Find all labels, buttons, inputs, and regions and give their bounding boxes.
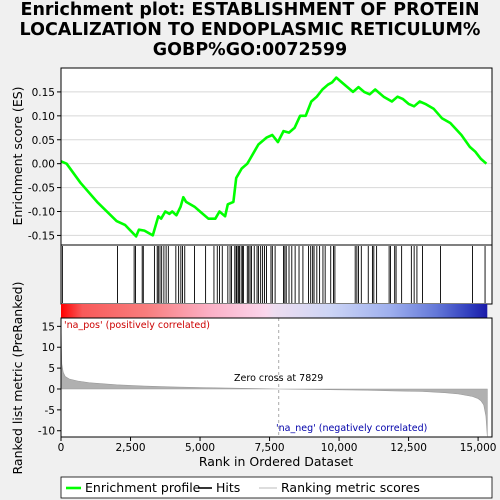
metric-y-tick-label: 10 — [42, 342, 55, 354]
metric-y-tick-label: 0 — [48, 384, 55, 396]
title-line-2: LOCALIZATION TO ENDOPLASMIC RETICULUM% — [19, 20, 481, 40]
legend-hits: Hits — [216, 480, 240, 495]
es-y-tick-label: 0.00 — [32, 159, 55, 171]
pos-label: 'na_pos' (positively correlated) — [64, 320, 210, 331]
chart-title: Enrichment plot: ESTABLISHMENT OF PROTEI… — [0, 0, 500, 60]
es-y-axis-label: Enrichment score (ES) — [10, 86, 25, 225]
legend-enrichment: Enrichment profile — [85, 480, 201, 495]
x-tick-label: 12,500 — [390, 442, 427, 454]
metric-y-tick-label: -5 — [45, 405, 55, 417]
x-tick-label: 2,500 — [115, 442, 145, 454]
es-grid — [61, 91, 492, 236]
es-line — [60, 76, 488, 238]
es-y-tick-label: 0.10 — [32, 111, 55, 123]
es-y-tick-label: -0.05 — [28, 183, 55, 195]
es-y-tick-label: -0.15 — [28, 230, 55, 242]
metric-y-axis-label: Ranked list metric (PreRanked) — [10, 282, 25, 475]
metric-x-ticks: 0 2,500 5,000 7,500 10,000 12,500 15,000 — [58, 437, 497, 454]
metric-y-ticks: -10 -5 0 5 10 15 — [38, 321, 61, 438]
rank-color-bar — [61, 304, 488, 318]
zero-cross-label: Zero cross at 7829 — [234, 373, 323, 384]
es-y-tick-label: -0.10 — [28, 207, 55, 219]
metric-panel-frame — [60, 317, 493, 438]
title-line-1: Enrichment plot: ESTABLISHMENT OF PROTEI… — [20, 0, 480, 20]
legend-ranking: Ranking metric scores — [281, 480, 420, 495]
x-tick-label: 10,000 — [321, 442, 358, 454]
metric-y-tick-label: -10 — [38, 426, 55, 438]
es-y-ticks: -0.15 -0.10 -0.05 0.00 0.05 0.10 0.15 — [28, 87, 61, 242]
neg-label: 'na_neg' (negatively correlated) — [276, 423, 427, 434]
es-panel-bg — [61, 68, 492, 245]
x-tick-label: 7,500 — [255, 442, 285, 454]
metric-y-tick-label: 15 — [42, 321, 55, 333]
x-axis-label: Rank in Ordered Dataset — [199, 454, 353, 469]
metric-y-tick-label: 5 — [48, 363, 55, 375]
es-y-tick-label: 0.15 — [32, 87, 55, 99]
x-tick-label: 5,000 — [185, 442, 215, 454]
hits-panel — [60, 244, 493, 305]
hit-lines — [61, 246, 486, 303]
title-line-3: GOBP%GO:0072599 — [152, 40, 348, 60]
metric-area — [60, 322, 488, 437]
x-tick-label: 0 — [58, 442, 65, 454]
x-tick-label: 15,000 — [460, 442, 497, 454]
metric-panel-bg — [61, 318, 492, 437]
es-y-tick-label: 0.05 — [32, 135, 55, 147]
